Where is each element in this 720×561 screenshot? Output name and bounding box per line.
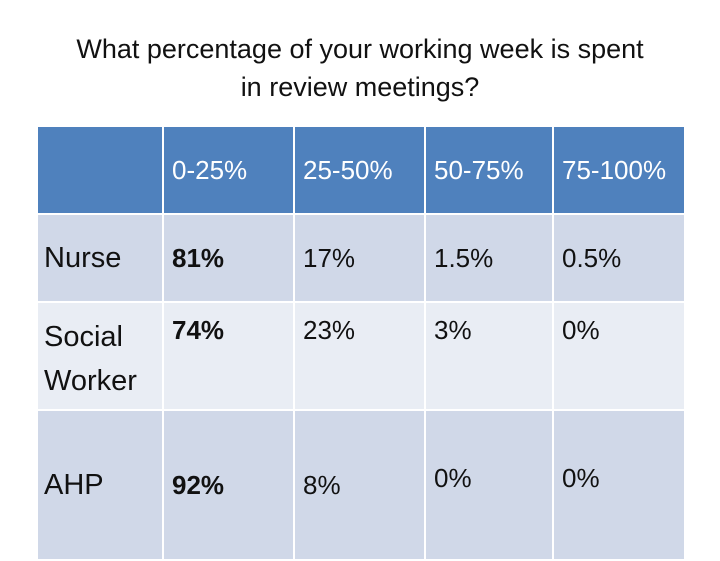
header-75-100: 75-100% [552, 125, 686, 215]
header-0-25: 0-25% [162, 125, 295, 215]
table-row-ahp: AHP 92% 8% 0% 0% [36, 409, 686, 561]
cell-ahp-25-50: 8% [293, 409, 426, 561]
survey-results-table: 0-25% 25-50% 50-75% 75-100% Nurse 81% 17… [36, 125, 686, 561]
cell-nurse-75-100: 0.5% [552, 213, 686, 303]
cell-nurse-25-50: 17% [293, 213, 426, 303]
row-label-ahp: AHP [36, 409, 164, 561]
cell-social-worker-75-100: 0% [552, 301, 686, 411]
title-line-1: What percentage of your working week is … [76, 34, 644, 64]
header-25-50: 25-50% [293, 125, 426, 215]
cell-nurse-0-25: 81% [162, 213, 295, 303]
cell-nurse-50-75: 1.5% [424, 213, 554, 303]
cell-social-worker-0-25: 74% [162, 301, 295, 411]
cell-ahp-75-100: 0% [552, 409, 686, 561]
header-50-75: 50-75% [424, 125, 554, 215]
cell-ahp-0-25: 92% [162, 409, 295, 561]
row-label-worker: Worker [44, 365, 137, 397]
cell-social-worker-50-75: 3% [424, 301, 554, 411]
title-line-2: in review meetings? [240, 72, 480, 102]
table-row-nurse: Nurse 81% 17% 1.5% 0.5% [36, 213, 686, 303]
cell-ahp-50-75: 0% [424, 409, 554, 561]
row-label-social: Social [44, 321, 123, 353]
row-label-nurse: Nurse [36, 213, 164, 303]
header-row: 0-25% 25-50% 50-75% 75-100% [36, 125, 686, 215]
cell-social-worker-25-50: 23% [293, 301, 426, 411]
table-row-social-worker: Social Worker 74% 23% 3% 0% [36, 301, 686, 411]
row-label-social-worker: Social Worker [36, 301, 164, 411]
slide-title: What percentage of your working week is … [20, 30, 700, 106]
header-corner-cell [36, 125, 164, 215]
